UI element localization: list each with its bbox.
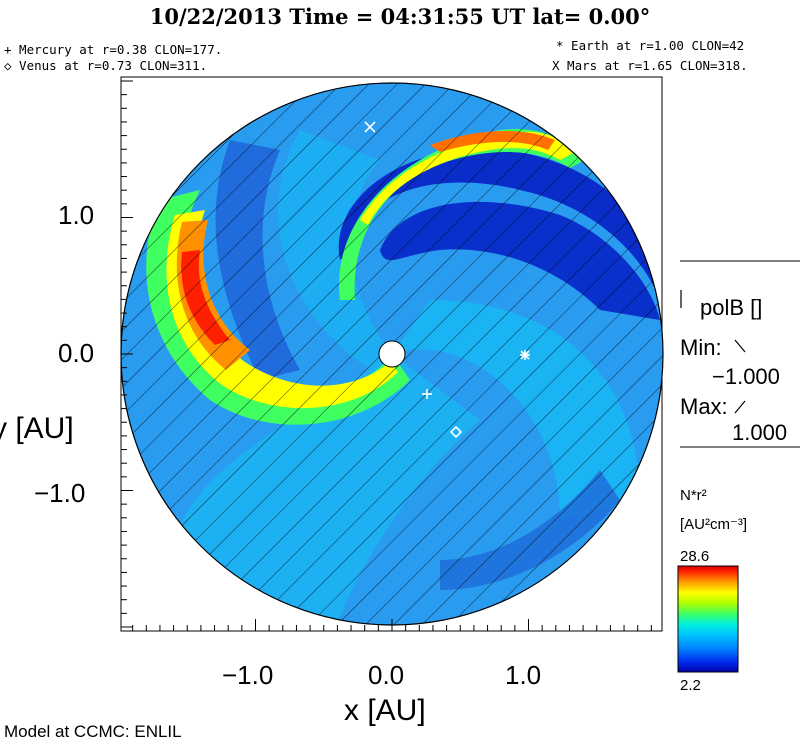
y-axis-label: y [AU] — [0, 412, 74, 445]
colorbar-units: [AU²cm⁻³] — [680, 516, 748, 533]
min-slash-icon — [734, 339, 746, 353]
min-value: −1.000 — [712, 364, 780, 389]
colorbar — [677, 565, 739, 673]
min-label: Min: — [680, 335, 722, 360]
colorbar-quantity: N*r² — [680, 487, 707, 504]
x-axis-label: x [AU] — [344, 694, 426, 727]
plot-title: 10/22/2013 Time = 04:31:55 UT lat= 0.00° — [149, 4, 651, 29]
polarity-label: polB [] — [700, 295, 763, 320]
mercury-legend: + Mercury at r=0.38 CLON=177. — [4, 42, 223, 57]
mercury-marker — [422, 389, 432, 399]
ytick-1: 1.0 — [58, 200, 95, 230]
colorbar-max: 28.6 — [680, 548, 710, 565]
earth-legend: * Earth at r=1.00 CLON=42 — [556, 38, 745, 53]
xtick-neg1: −1.0 — [222, 660, 274, 690]
ytick-0: 0.0 — [58, 338, 95, 368]
mars-legend: X Mars at r=1.65 CLON=318. — [552, 58, 748, 73]
model-credit: Model at CCMC: ENLIL — [4, 722, 182, 741]
earth-marker — [520, 350, 530, 360]
xtick-1: 1.0 — [505, 660, 542, 690]
ytick-neg1: −1.0 — [34, 478, 86, 508]
colorbar-min: 2.2 — [680, 677, 701, 694]
sun-marker — [378, 340, 406, 368]
xtick-0: 0.0 — [368, 660, 405, 690]
venus-legend: ◇ Venus at r=0.73 CLON=311. — [4, 58, 208, 73]
x-axis-ticks — [132, 619, 652, 631]
max-slash-icon — [734, 400, 746, 414]
mars-marker — [364, 121, 376, 133]
y-axis-ticks — [121, 80, 133, 628]
venus-marker — [449, 425, 463, 439]
max-value: 1.000 — [732, 420, 788, 445]
max-label: Max: — [680, 394, 728, 419]
